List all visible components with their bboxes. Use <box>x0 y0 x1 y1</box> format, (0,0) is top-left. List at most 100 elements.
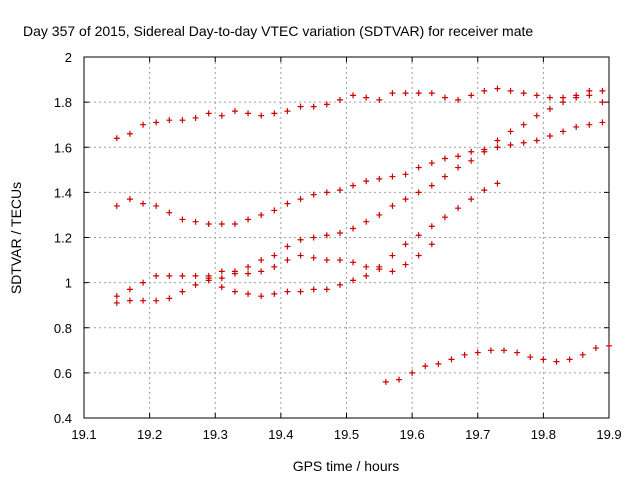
data-point <box>546 132 553 139</box>
data-point <box>323 101 330 108</box>
data-point <box>297 252 304 259</box>
data-point <box>455 153 462 160</box>
data-point <box>533 137 540 144</box>
data-point <box>166 209 173 216</box>
data-point <box>428 241 435 248</box>
data-point <box>258 211 265 218</box>
data-point <box>218 220 225 227</box>
data-point <box>271 290 278 297</box>
data-point <box>310 286 317 293</box>
data-point <box>126 297 133 304</box>
data-point <box>350 182 357 189</box>
data-point <box>520 90 527 97</box>
data-point <box>494 180 501 187</box>
data-point <box>310 234 317 241</box>
data-point <box>166 295 173 302</box>
series-track-1 <box>113 85 606 142</box>
data-point <box>323 189 330 196</box>
data-point <box>126 286 133 293</box>
data-point <box>428 182 435 189</box>
data-point <box>402 241 409 248</box>
data-point <box>501 347 507 354</box>
data-point <box>376 175 383 182</box>
data-point <box>271 252 278 259</box>
data-point <box>310 191 317 198</box>
data-point <box>494 85 501 92</box>
data-point <box>297 196 304 203</box>
data-point <box>507 128 514 135</box>
data-point <box>336 257 343 264</box>
data-point <box>389 252 396 259</box>
data-point <box>376 211 383 218</box>
data-point <box>455 96 462 103</box>
data-point <box>258 293 265 300</box>
data-point <box>435 360 442 367</box>
data-point <box>389 90 396 97</box>
data-point <box>297 288 304 295</box>
data-point <box>481 87 488 94</box>
data-point <box>579 351 586 358</box>
data-point <box>323 232 330 239</box>
data-point <box>396 376 402 383</box>
y-tick-label: 1.6 <box>54 140 72 155</box>
data-point <box>376 266 383 273</box>
data-point <box>428 160 435 167</box>
data-point <box>520 121 527 128</box>
data-point <box>533 112 540 119</box>
data-point <box>481 187 488 194</box>
y-tick-label: 1.2 <box>54 231 72 246</box>
y-axis-title: SDTVAR / TECUs <box>8 182 24 294</box>
data-point <box>126 196 133 203</box>
data-point <box>166 272 173 279</box>
data-point <box>245 263 252 270</box>
data-point <box>140 297 147 304</box>
y-tick-label: 1.8 <box>54 95 72 110</box>
data-point <box>441 155 448 162</box>
data-point <box>573 94 580 101</box>
data-point <box>455 164 462 171</box>
data-point <box>494 137 501 144</box>
data-point <box>599 119 606 126</box>
grid-lines <box>84 57 609 418</box>
x-tick-label: 19.8 <box>531 427 556 442</box>
data-point <box>192 114 199 121</box>
data-point <box>192 281 199 288</box>
data-point <box>284 257 291 264</box>
data-point <box>113 299 120 306</box>
data-point <box>179 117 186 124</box>
data-point <box>402 171 409 178</box>
data-point <box>606 342 612 349</box>
data-point <box>179 216 186 223</box>
data-point <box>245 216 252 223</box>
data-point <box>546 94 553 101</box>
data-point <box>533 92 540 99</box>
series-track-2 <box>113 119 606 227</box>
data-point <box>284 288 291 295</box>
data-point <box>415 252 422 259</box>
data-point <box>494 144 501 151</box>
data-point <box>586 121 593 128</box>
x-tick-label: 19.6 <box>399 427 424 442</box>
data-point <box>586 92 593 99</box>
data-point <box>540 356 547 363</box>
data-point <box>336 187 343 194</box>
data-point <box>192 272 199 279</box>
series-track-3 <box>113 92 606 306</box>
data-point <box>245 270 252 277</box>
data-point <box>402 261 409 268</box>
data-point <box>507 87 514 94</box>
data-point <box>468 148 475 155</box>
data-point <box>140 279 147 286</box>
series-track-5 <box>205 241 435 282</box>
data-point <box>599 99 606 106</box>
x-tick-label: 19.4 <box>268 427 293 442</box>
data-point <box>166 117 173 124</box>
data-point <box>415 164 422 171</box>
data-point <box>382 378 389 385</box>
data-point <box>363 263 370 270</box>
y-tick-label: 1.4 <box>54 185 72 200</box>
data-point <box>592 345 599 352</box>
data-point <box>448 356 455 363</box>
data-point <box>487 347 494 354</box>
data-point <box>284 200 291 207</box>
